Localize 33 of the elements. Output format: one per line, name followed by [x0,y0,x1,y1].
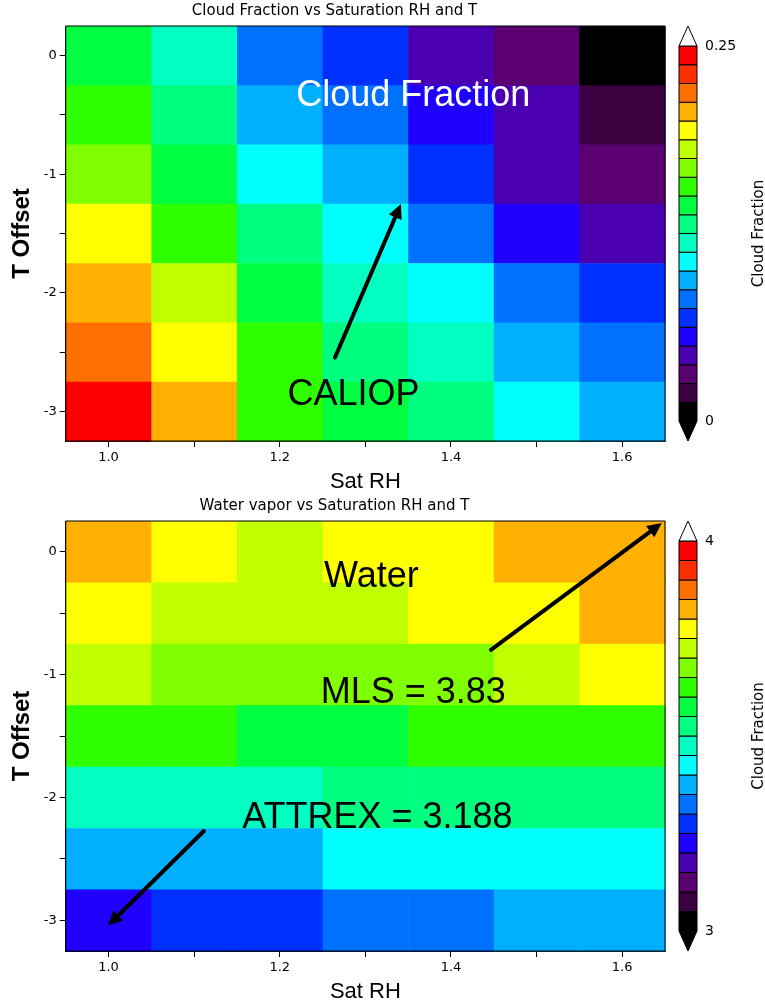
y-tick-label: 0 [48,543,57,559]
chart-title: Cloud Fraction vs Saturation RH and T [191,0,478,19]
color-bar-label: 3 [705,921,714,938]
y-tick-label: -2 [43,284,57,300]
x-tick-label: 1.0 [98,449,119,465]
color-bar-label: 0.25 [705,36,737,53]
annotation: Water [324,553,419,595]
color-bar-title: Cloud Fraction [748,179,765,288]
y-tick-label: 0 [48,47,57,63]
x-tick-label: 1.4 [440,449,462,465]
x-tick-label: 1.4 [440,959,462,975]
y-tick-label: -2 [43,788,57,804]
x-axis-title: Sat RH [329,977,401,1003]
x-tick-label: 1.2 [269,959,291,975]
annotation: MLS = 3.83 [320,669,506,711]
color-bar-title: Cloud Fraction [748,682,765,790]
x-tick-label: 1.2 [269,449,291,465]
y-axis-title: T Offset [7,690,35,782]
y-axis-title: T Offset [7,188,35,279]
x-tick-label: 1.0 [98,959,119,975]
color-bar-label: 4 [705,531,714,548]
annotation: Cloud Fraction [296,73,531,115]
y-tick-label: -1 [43,165,57,181]
y-tick-label: -1 [43,665,57,681]
y-tick-label: -3 [43,911,57,927]
annotation: ATTREX = 3.188 [242,794,513,836]
x-tick-label: 1.6 [611,449,633,465]
annotation: CALIOP [287,372,420,414]
chart-title: Water vapor vs Saturation RH and T [199,495,471,514]
x-tick-label: 1.6 [611,959,633,975]
y-tick-label: -3 [43,402,57,418]
color-bar-label: 0 [705,411,714,428]
x-axis-title: Sat RH [329,467,401,493]
